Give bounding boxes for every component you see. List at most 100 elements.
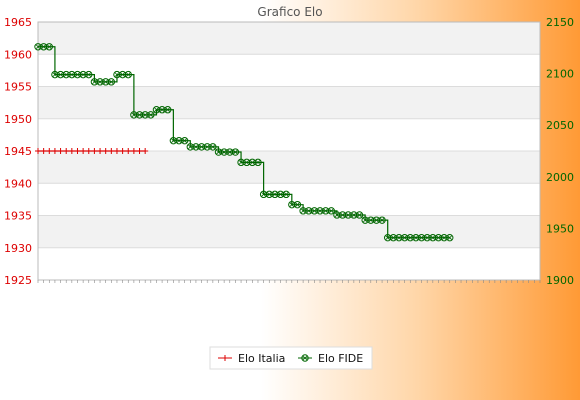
series-marker bbox=[312, 208, 317, 214]
y-right-tick-label: 2150 bbox=[546, 16, 574, 29]
series-marker bbox=[73, 70, 82, 79]
series-marker bbox=[278, 192, 283, 197]
series-marker bbox=[148, 112, 154, 118]
series-marker bbox=[63, 72, 69, 77]
series-marker bbox=[407, 235, 413, 240]
series-marker bbox=[362, 217, 368, 223]
series-marker bbox=[62, 70, 70, 79]
series-marker bbox=[357, 212, 362, 218]
series-marker bbox=[186, 143, 194, 151]
series-marker bbox=[130, 111, 138, 119]
series-marker bbox=[248, 158, 257, 167]
series-marker bbox=[238, 160, 244, 165]
series-marker bbox=[446, 233, 454, 242]
series-marker bbox=[447, 235, 453, 240]
series-marker bbox=[124, 70, 132, 79]
series-marker bbox=[423, 233, 431, 242]
series-marker bbox=[233, 149, 238, 155]
series-marker bbox=[197, 143, 206, 151]
series-marker bbox=[259, 190, 268, 199]
series-marker bbox=[333, 211, 341, 219]
series-marker bbox=[282, 190, 290, 199]
series-marker bbox=[203, 143, 211, 151]
series-marker bbox=[430, 235, 436, 240]
series-marker bbox=[199, 144, 204, 150]
series-marker bbox=[114, 72, 120, 77]
series-marker bbox=[137, 112, 142, 118]
series-marker bbox=[58, 72, 63, 77]
y-left-tick-label: 1965 bbox=[4, 16, 32, 29]
series-marker bbox=[97, 79, 103, 85]
series-marker bbox=[221, 149, 227, 155]
series-marker bbox=[368, 217, 374, 223]
series-marker bbox=[180, 136, 189, 145]
series-marker bbox=[361, 216, 369, 224]
series-marker bbox=[283, 192, 289, 197]
legend-label: Elo Italia bbox=[238, 352, 285, 365]
series-marker bbox=[317, 208, 323, 214]
y-left-tick-label: 1945 bbox=[4, 145, 32, 158]
series-marker bbox=[158, 106, 166, 114]
series-marker bbox=[214, 148, 223, 156]
series-marker bbox=[45, 43, 53, 51]
series-marker bbox=[56, 70, 65, 79]
series-marker bbox=[250, 160, 255, 165]
series-marker bbox=[182, 138, 187, 143]
series-marker bbox=[131, 112, 137, 118]
series-line-1 bbox=[38, 46, 450, 239]
series-marker bbox=[271, 190, 279, 199]
series-marker bbox=[306, 208, 312, 214]
series-marker bbox=[176, 138, 182, 143]
series-marker bbox=[52, 72, 58, 77]
series-marker bbox=[209, 143, 217, 151]
series-marker bbox=[231, 148, 240, 156]
series-marker bbox=[261, 192, 266, 197]
series-marker bbox=[402, 235, 407, 240]
series-marker bbox=[419, 235, 424, 240]
series-marker bbox=[92, 79, 97, 85]
series-marker bbox=[68, 70, 76, 79]
series-marker bbox=[293, 200, 302, 209]
series-marker bbox=[75, 72, 80, 77]
series-marker bbox=[395, 233, 403, 242]
series-marker bbox=[41, 44, 46, 50]
y-right-tick-label: 2100 bbox=[546, 68, 574, 81]
series-marker bbox=[118, 70, 127, 79]
series-marker bbox=[436, 235, 441, 240]
series-marker bbox=[299, 207, 307, 215]
series-marker bbox=[244, 160, 249, 165]
series-marker bbox=[350, 211, 358, 219]
y-left-tick-label: 1930 bbox=[4, 242, 32, 255]
series-marker bbox=[103, 79, 108, 85]
series-marker bbox=[288, 200, 296, 209]
series-marker bbox=[193, 144, 199, 150]
series-marker bbox=[165, 107, 171, 113]
series-marker bbox=[39, 43, 48, 51]
legend-box bbox=[209, 346, 373, 370]
series-marker bbox=[226, 148, 234, 156]
series-marker bbox=[266, 192, 272, 197]
series-marker bbox=[351, 212, 357, 218]
series-marker bbox=[272, 192, 278, 197]
series-marker bbox=[321, 207, 330, 215]
series-marker bbox=[379, 217, 385, 223]
series-marker bbox=[192, 143, 200, 151]
series-marker bbox=[289, 202, 295, 207]
series-marker bbox=[147, 111, 155, 119]
series-marker bbox=[412, 233, 420, 242]
series-marker bbox=[34, 43, 42, 51]
y-left-tick-label: 1940 bbox=[4, 177, 32, 190]
series-marker bbox=[113, 70, 121, 79]
series-marker bbox=[345, 212, 351, 218]
series-marker bbox=[237, 158, 245, 167]
series-marker bbox=[367, 216, 375, 224]
series-marker bbox=[440, 233, 448, 242]
y-left-tick-label: 1955 bbox=[4, 81, 32, 94]
series-marker bbox=[171, 138, 176, 143]
series-marker bbox=[35, 44, 41, 50]
series-marker bbox=[413, 235, 419, 240]
y-left-tick-label: 1950 bbox=[4, 113, 32, 126]
series-marker bbox=[242, 158, 251, 167]
